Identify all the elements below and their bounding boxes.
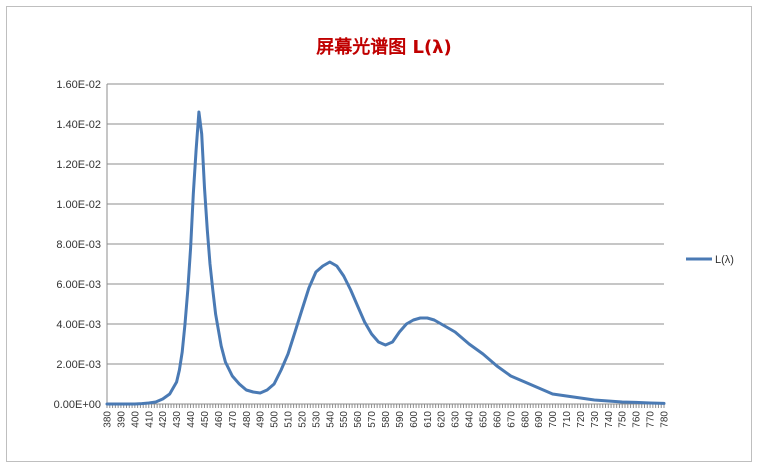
axes [106, 84, 665, 408]
x-tick-label: 730 [590, 411, 601, 428]
x-tick-label: 580 [381, 411, 392, 428]
x-tick-label: 760 [632, 411, 643, 428]
x-tick-label: 630 [451, 411, 462, 428]
x-tick-label: 540 [325, 411, 336, 428]
x-tick-label: 700 [548, 411, 559, 428]
x-tick-labels: 380 390 400 410 420 430 440 450 460 470 480 490 500 5… [103, 411, 671, 428]
x-tick-label: 450 [200, 411, 211, 428]
y-tick-label: 2.00E-03 [56, 359, 101, 371]
legend: L(λ) [686, 254, 734, 266]
gridlines [107, 83, 664, 365]
x-tick-label: 640 [465, 411, 476, 428]
x-tick-label: 610 [423, 411, 434, 428]
x-tick-label: 390 [116, 411, 127, 428]
y-tick-label: 1.00E-02 [56, 199, 101, 211]
y-tick-label: 1.20E-02 [56, 159, 101, 171]
x-tick-label: 590 [395, 411, 406, 428]
x-tick-label: 420 [158, 411, 169, 428]
x-tick-label: 720 [576, 411, 587, 428]
x-tick-label: 660 [492, 411, 503, 428]
x-tick-label: 410 [144, 411, 155, 428]
x-tick-label: 780 [660, 411, 671, 428]
x-tick-label: 430 [172, 411, 183, 428]
x-tick-label: 400 [130, 411, 141, 428]
series-line [105, 110, 666, 406]
y-tick-label: 8.00E-03 [56, 239, 101, 251]
chart-frame [6, 6, 752, 462]
x-tick-label: 470 [228, 411, 239, 428]
y-tick-label: 1.40E-02 [56, 119, 101, 131]
y-tick-label: 4.00E-03 [56, 319, 101, 331]
y-tick-label: 1.60E-02 [56, 79, 101, 91]
legend-label: L(λ) [715, 254, 734, 266]
x-tick-label: 620 [437, 411, 448, 428]
x-tick-label: 650 [478, 411, 489, 428]
x-tick-label: 570 [367, 411, 378, 428]
x-tick-label: 670 [506, 411, 517, 428]
x-tick-label: 710 [562, 411, 573, 428]
x-tick-label: 460 [214, 411, 225, 428]
x-tick-label: 380 [103, 411, 114, 428]
x-tick-label: 550 [339, 411, 350, 428]
series-layer [105, 110, 666, 406]
x-tick-label: 510 [284, 411, 295, 428]
x-tick-label: 490 [256, 411, 267, 428]
x-tick-label: 530 [311, 411, 322, 428]
y-tick-label: 6.00E-03 [56, 279, 101, 291]
x-tick-label: 680 [520, 411, 531, 428]
x-tick-label: 560 [353, 411, 364, 428]
y-tick-label: 0.00E+00 [54, 399, 101, 411]
x-tick-label: 600 [409, 411, 420, 428]
x-tick-label: 750 [618, 411, 629, 428]
x-tick-label: 500 [270, 411, 281, 428]
x-tick-label: 520 [297, 411, 308, 428]
x-tick-label: 770 [646, 411, 657, 428]
x-tick-label: 690 [534, 411, 545, 428]
y-tick-labels: 0.00E+00 2.00E-03 4.00E-03 6.00E-03 8.00E-03… [54, 79, 101, 411]
x-tick-label: 740 [604, 411, 615, 428]
x-tick-label: 440 [186, 411, 197, 428]
x-tick-label: 480 [242, 411, 253, 428]
chart-title: 屏幕光谱图 L(λ) [316, 36, 452, 58]
